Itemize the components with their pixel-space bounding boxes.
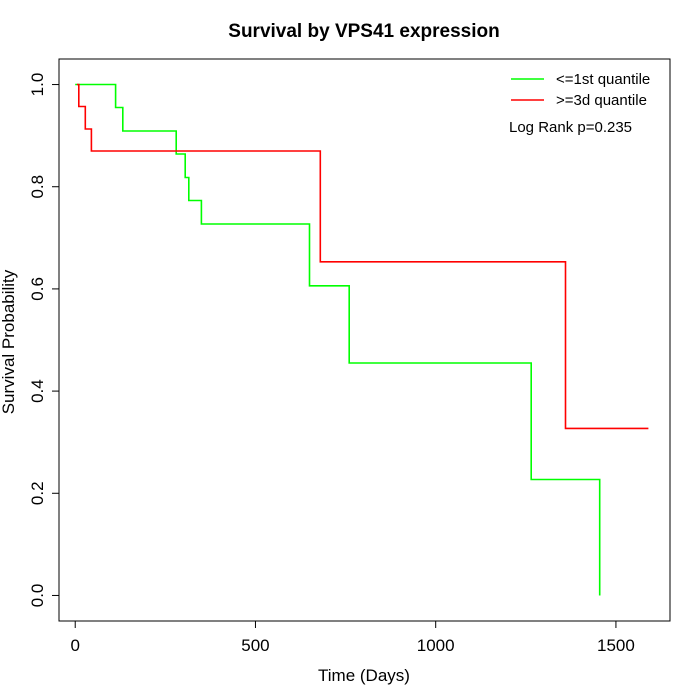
- y-tick-label: 0.8: [28, 175, 47, 199]
- legend: <=1st quantile >=3d quantile: [511, 71, 650, 109]
- x-axis-label: Time (Days): [318, 666, 410, 685]
- legend-label: <=1st quantile: [556, 71, 650, 88]
- series-layer: [75, 83, 649, 596]
- legend-label: >=3d quantile: [556, 92, 647, 109]
- y-axis-label: Survival Probability: [0, 269, 18, 414]
- x-tick-label: 1500: [597, 636, 635, 655]
- series-line: [75, 83, 601, 596]
- y-axis: 0.0 0.2 0.4 0.6 0.8 1.0: [28, 73, 60, 608]
- y-tick-label: 0.2: [28, 481, 47, 505]
- log-rank-annotation: Log Rank p=0.235: [509, 119, 632, 136]
- plot-area-frame: [58, 58, 671, 622]
- y-tick-label: 0.0: [28, 584, 47, 608]
- y-tick-label: 1.0: [28, 73, 47, 97]
- series-line: [77, 83, 649, 430]
- y-tick-label: 0.4: [28, 379, 47, 403]
- chart-title: Survival by VPS41 expression: [228, 21, 499, 42]
- x-tick-label: 0: [70, 636, 79, 655]
- x-tick-label: 1000: [417, 636, 455, 655]
- x-axis: 0 500 1000 1500: [70, 620, 635, 655]
- y-tick-label: 0.6: [28, 277, 47, 301]
- x-tick-label: 500: [241, 636, 269, 655]
